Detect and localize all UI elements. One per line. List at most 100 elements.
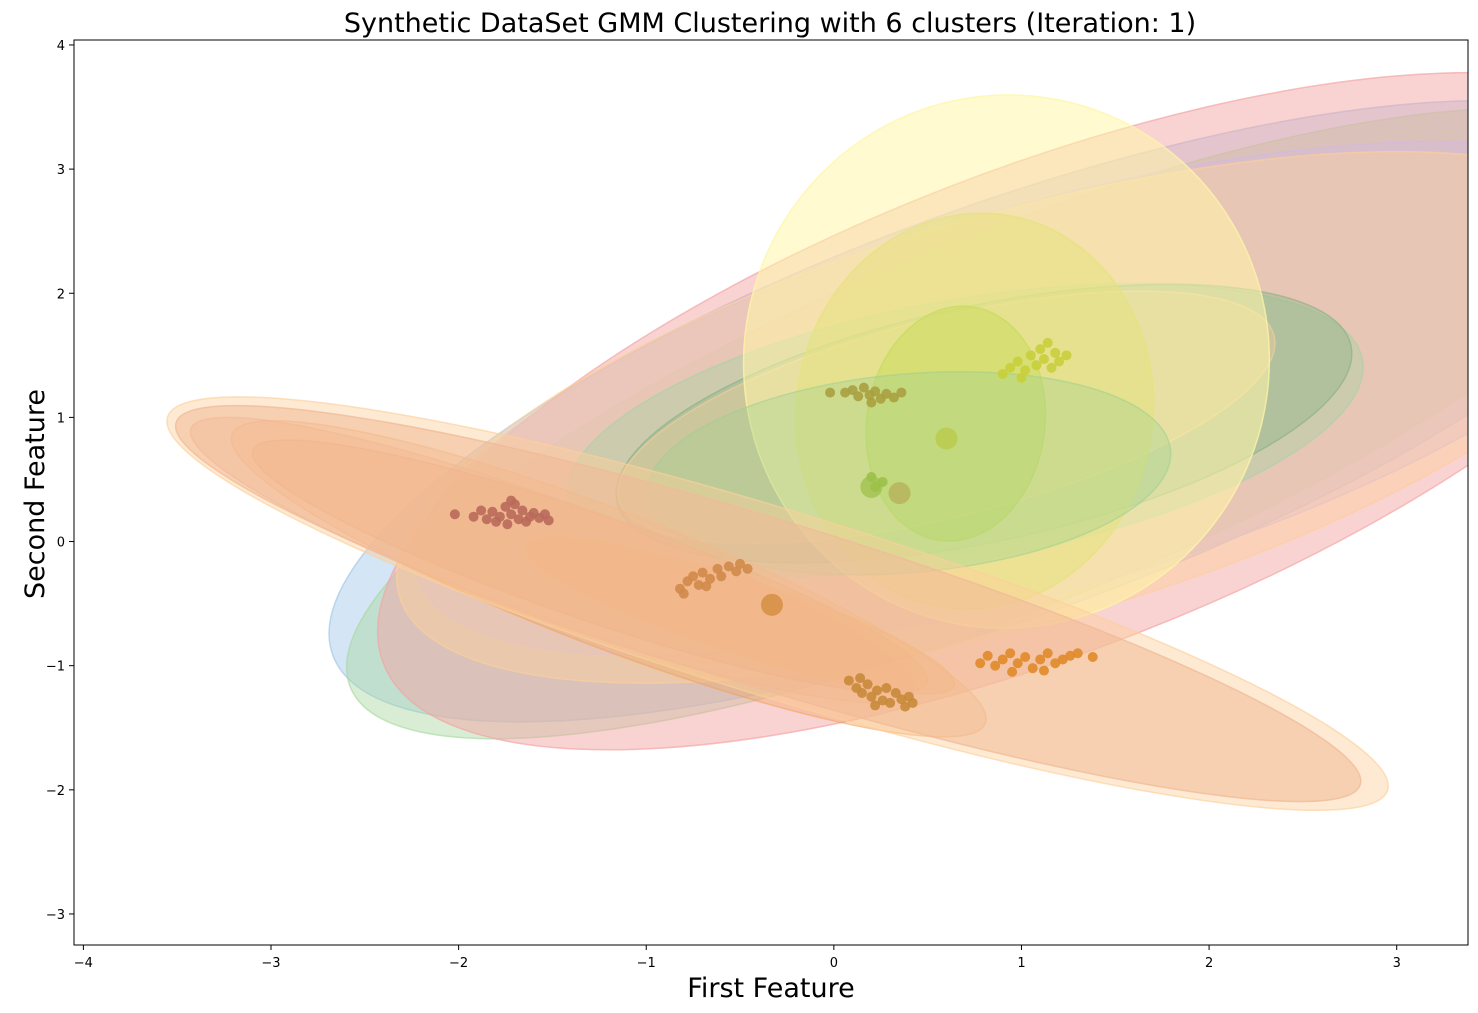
x-tick-label: 0 [830,956,838,971]
x-tick-label: −3 [261,956,280,971]
cluster-0-point-3 [481,514,492,525]
cluster-5-point-7 [1038,354,1049,365]
cluster-0-point-17 [502,519,513,530]
cluster-1-point-11 [742,563,753,574]
cluster-5-point-5 [1031,360,1042,371]
y-tick-label: 1 [57,411,65,426]
cluster-2-point-3 [862,679,873,690]
cluster-5-point-4 [1025,350,1036,361]
y-tick-label: −2 [46,784,65,799]
y-tick-label: 0 [57,536,65,551]
y-axis: −3 −2 −1 0 1 2 3 4 [46,39,74,923]
cluster-3-point-8 [1035,654,1046,665]
cluster-3-point-0 [975,658,986,669]
cluster-center-marker-1 [860,475,883,498]
cluster-5-point-8 [1042,337,1053,348]
cluster-3-point-2 [990,660,1001,671]
cluster-4-point-9 [888,392,899,403]
cluster-1-point-3 [693,579,704,590]
cluster-0-point-0 [449,509,460,520]
cluster-1-point-10 [735,558,746,569]
cluster-3-point-13 [1072,648,1083,659]
cluster-3-point-14 [1087,651,1098,662]
cluster-1-point-4 [697,567,708,578]
cluster-2-point-10 [896,694,907,705]
cluster-2-point-8 [885,697,896,708]
cluster-5-point-11 [1053,356,1064,367]
cluster-2-point-15 [855,673,866,684]
plot-area [166,71,1468,812]
cluster-0-point-1 [468,511,479,522]
cluster-0-point-19 [506,495,517,506]
y-tick-label: −1 [46,660,65,675]
cluster-3-point-15 [1007,666,1018,677]
cluster-0-point-7 [506,509,517,520]
x-axis: −4 −3 −2 −1 0 1 2 3 [74,945,1401,971]
cluster-2-point-5 [872,685,883,696]
cluster-center-marker-3 [760,593,783,616]
cluster-5-point-13 [1016,372,1027,383]
chart-title: Synthetic DataSet GMM Clustering with 6 … [344,8,1196,39]
cluster-3-point-3 [997,654,1008,665]
cluster-5-point-10 [1050,347,1061,358]
cluster-1-point-2 [688,571,699,582]
x-axis-label: First Feature [687,973,854,1004]
cluster-3-point-9 [1042,648,1053,659]
cluster-0-point-10 [517,505,528,516]
cluster-2-point-7 [881,683,892,694]
cluster-1-point-8 [723,561,734,572]
cluster-2-point-0 [843,675,854,686]
x-tick-label: −4 [74,956,93,971]
cluster-4-point-4 [858,382,869,393]
cluster-4-point-0 [825,387,836,398]
cluster-1-point-13 [701,581,712,592]
gaussian-ellipses [166,71,1468,812]
cluster-0-point-9 [513,514,524,525]
y-tick-label: 3 [57,163,65,178]
cluster-2-point-13 [907,697,918,708]
cluster-3-point-16 [1038,665,1049,676]
cluster-4-point-6 [870,386,881,397]
cluster-3-point-6 [1020,651,1031,662]
cluster-1-point-7 [716,571,727,582]
cluster-2-point-11 [900,701,911,712]
cluster-0-point-4 [487,506,498,517]
cluster-5-point-9 [1046,362,1057,373]
cluster-4-point-3 [853,391,864,402]
cluster-5-point-0 [997,368,1008,379]
cluster-1-point-12 [678,588,689,599]
cluster-3-point-4 [1005,648,1016,659]
y-axis-label: Second Feature [20,389,51,599]
cluster-1-point-9 [731,566,742,577]
y-tick-label: −3 [46,908,65,923]
cluster-4-point-1 [840,387,851,398]
y-tick-label: 2 [57,287,65,302]
cluster-3-point-12 [1065,650,1076,661]
cluster-2-point-6 [877,695,888,706]
cluster-0-point-15 [543,515,554,526]
cluster-3-point-5 [1012,658,1023,669]
cluster-1-point-6 [712,563,723,574]
x-tick-label: −1 [637,956,656,971]
cluster-3-point-1 [982,650,993,661]
cluster-5-point-2 [1012,356,1023,367]
cluster-4-point-8 [881,388,892,399]
cluster-3-point-7 [1027,663,1038,674]
cluster-center-marker-0 [888,482,911,505]
cluster-3-point-11 [1057,654,1068,665]
cluster-0-point-2 [476,505,487,516]
cluster-1-point-5 [705,573,716,584]
cluster-3-point-10 [1050,658,1061,669]
cluster-0-point-16 [491,516,502,527]
gaussian-ellipse-10 [865,305,1047,542]
cluster-points [449,337,1098,712]
x-tick-label: 3 [1393,956,1401,971]
cluster-0-point-18 [521,516,532,527]
cluster-center-marker-2 [935,427,958,450]
x-tick-label: 2 [1205,956,1213,971]
x-tick-label: 1 [1017,956,1025,971]
cluster-2-point-14 [870,700,881,711]
cluster-5-point-12 [1061,350,1072,361]
x-tick-label: −2 [449,956,468,971]
